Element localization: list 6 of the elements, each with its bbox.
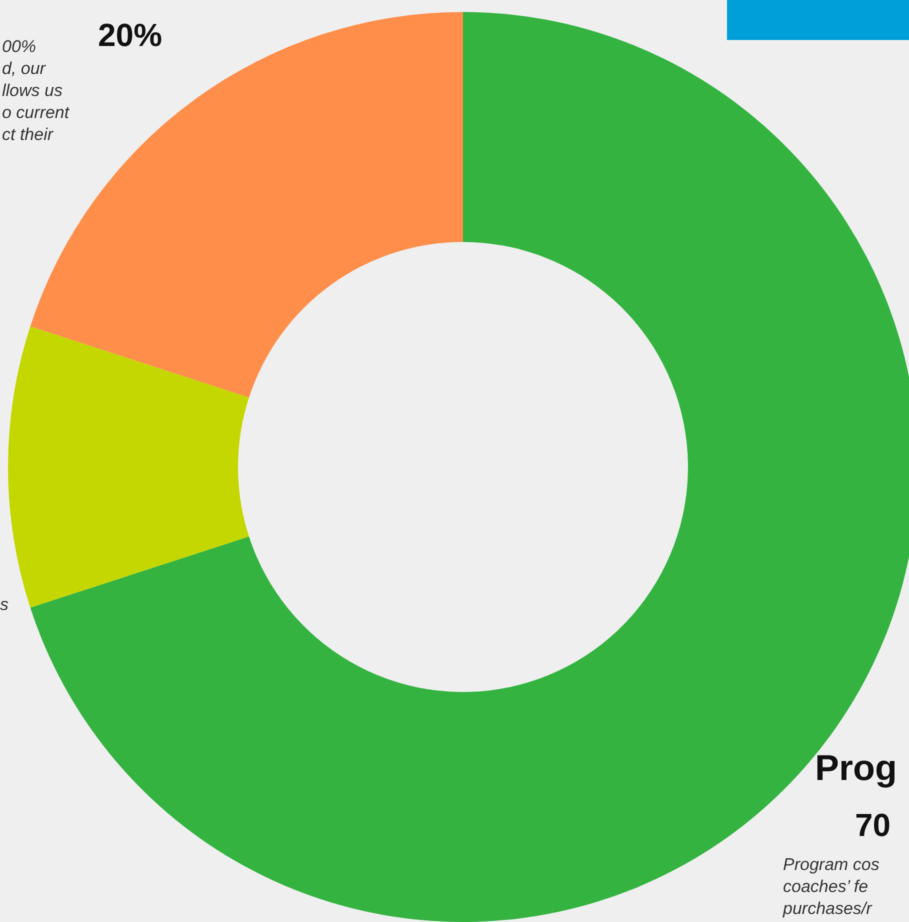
slice-label: Prog bbox=[815, 747, 898, 788]
text: 00% d, our llows us o current ct their bbox=[2, 37, 70, 144]
data-label: 20% bbox=[98, 17, 162, 53]
text: Program cos coaches’ fe purchases/r bbox=[782, 855, 880, 918]
text: s bbox=[0, 595, 9, 614]
data-label: 70 bbox=[855, 807, 891, 843]
